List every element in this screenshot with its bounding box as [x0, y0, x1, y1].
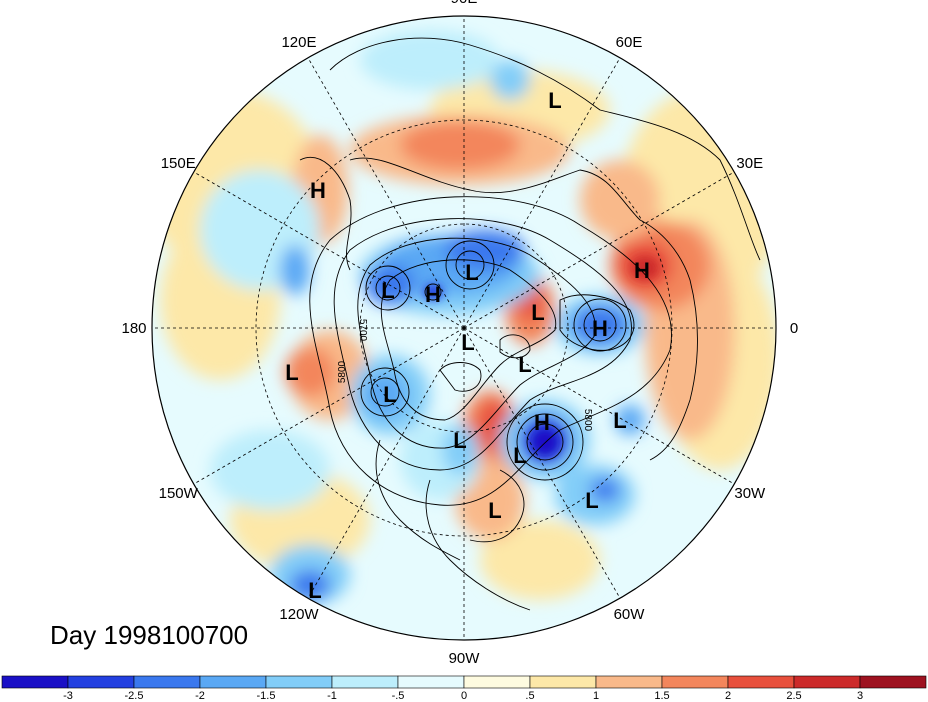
meridian-lines [152, 16, 776, 640]
anomaly-field [152, 16, 776, 640]
colorbar-tick-label: -2 [195, 690, 205, 702]
meridian-150W [193, 327, 465, 485]
colorbar-tick-label: -3 [63, 690, 73, 702]
pressure-center-low: L [531, 300, 544, 325]
colorbar-swatch [397, 675, 465, 689]
colorbar-tick-label: .5 [525, 690, 534, 702]
contour-label: 5800 [582, 409, 593, 432]
colorbar-swatch [661, 675, 729, 689]
colorbar-tick-label: 2.5 [786, 690, 801, 702]
pressure-center-low: L [383, 382, 396, 407]
pressure-center-low: L [488, 498, 501, 523]
pressure-center-low: L [548, 88, 561, 113]
meridian-30E [463, 171, 735, 329]
lon-label-90W: 90W [449, 650, 481, 667]
colorbar-tick-label: 1.5 [654, 690, 669, 702]
map-border [151, 15, 777, 641]
pressure-center-low: L [513, 443, 526, 468]
pressure-center-low: L [381, 278, 394, 303]
pressure-center-low: L [585, 488, 598, 513]
lon-label-120E: 120E [281, 34, 316, 51]
day-prefix: Day [50, 620, 97, 650]
lon-label-180: 180 [121, 320, 146, 337]
lon-label-60W: 60W [614, 606, 646, 623]
colorbar-tick-label: -1 [327, 690, 337, 702]
colorbar-swatch [1, 675, 69, 689]
pressure-center-low: L [461, 330, 474, 355]
lon-label-60E: 60E [616, 34, 643, 51]
colorbar-swatch [529, 675, 597, 689]
meridian-60E [463, 57, 621, 329]
meridian-30W [463, 327, 735, 485]
colorbar-swatch [199, 675, 267, 689]
colorbar-swatch [265, 675, 333, 689]
meridian-60W [463, 327, 621, 599]
pressure-center-low: L [613, 408, 626, 433]
colorbar-tick-label: 2 [725, 690, 731, 702]
height-contours [309, 196, 672, 506]
pressure-center-high: H [634, 258, 650, 283]
colorbar-swatch [463, 675, 531, 689]
lon-label-150W: 150W [159, 485, 199, 502]
colorbar-swatch [727, 675, 795, 689]
colorbar-tick-label: 0 [461, 690, 467, 702]
colorbar-swatch [67, 675, 135, 689]
colorbar-tick-label: 3 [857, 690, 863, 702]
lon-label-0: 0 [790, 320, 798, 337]
colorbar-tick-label: -2.5 [125, 690, 144, 702]
meridian-120E [307, 57, 465, 329]
pressure-center-low: L [465, 260, 478, 285]
contour-labels: 5700 5800 5800 [337, 319, 593, 432]
contour-label: 5800 [337, 360, 348, 383]
colorbar-swatch [793, 675, 861, 689]
colorbar: -3 -2.5 -2 -1.5 -1 -.5 0 .5 1 1.5 2 2.5 3 [1, 675, 927, 702]
day-title: Day 1998100700 [50, 620, 248, 651]
pressure-center-low: L [285, 360, 298, 385]
colorbar-tick-label: -1.5 [257, 690, 276, 702]
colorbar-swatch [595, 675, 663, 689]
lon-label-120W: 120W [279, 606, 319, 623]
contour-label: 5700 [357, 319, 368, 342]
colorbar-tick-label: 1 [593, 690, 599, 702]
pressure-center-high: H [425, 282, 441, 307]
pressure-center-low: L [308, 578, 321, 603]
longitude-labels: 90E 60E 30E 0 30W 60W 90W 120W 150W 180 150E 120E [121, 0, 798, 667]
colorbar-swatch [859, 675, 927, 689]
lon-label-150E: 150E [161, 155, 196, 172]
coastlines [299, 37, 761, 611]
pressure-center-low: L [453, 428, 466, 453]
colorbar-swatch [331, 675, 399, 689]
meridian-120W [307, 327, 465, 599]
colorbar-tick-label: -.5 [392, 690, 405, 702]
lon-label-30W: 30W [734, 485, 766, 502]
colorbar-swatch [133, 675, 201, 689]
day-date: 1998100700 [103, 620, 249, 650]
pressure-center-high: H [592, 316, 608, 341]
pressure-center-low: L [518, 352, 531, 377]
pressure-center-high: H [310, 178, 326, 203]
pressure-center-high: H [534, 410, 550, 435]
meridian-150E [193, 171, 465, 329]
lon-label-90E: 90E [451, 0, 478, 7]
lon-label-30E: 30E [736, 155, 763, 172]
